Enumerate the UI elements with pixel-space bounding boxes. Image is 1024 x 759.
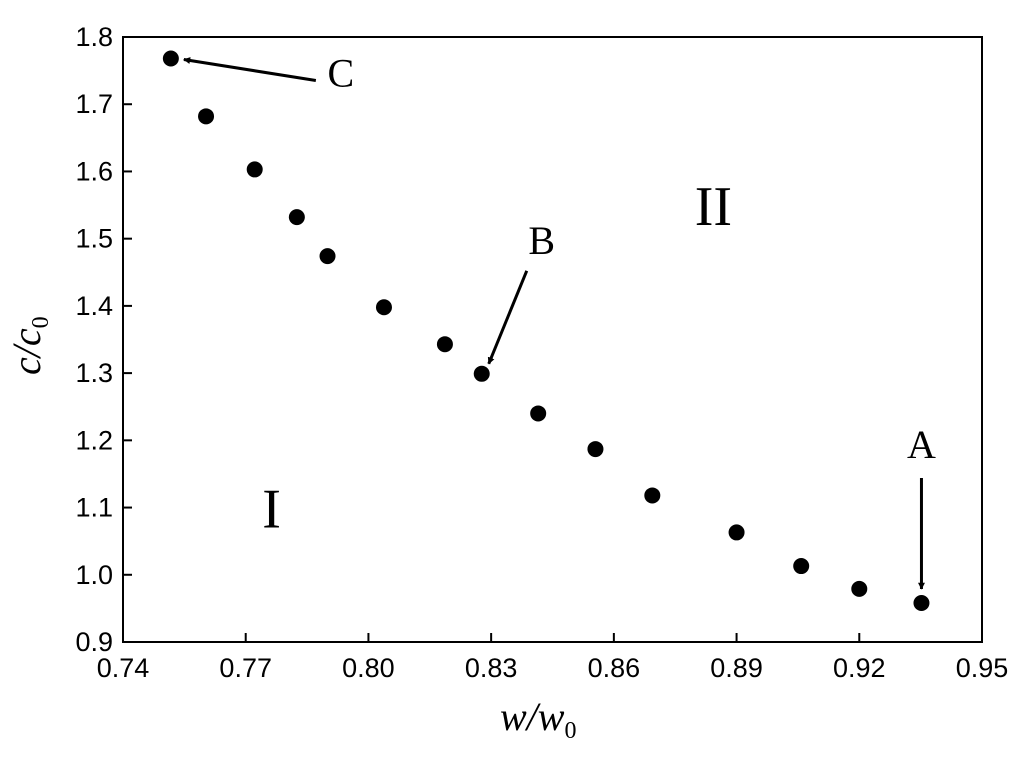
y-tick-label: 1.6	[75, 156, 113, 186]
data-point	[587, 441, 604, 458]
plot-frame	[122, 36, 983, 643]
x-axis: 0.74 0.77 0.80 0.83 0.86 0.89 0.92 0.95	[97, 633, 1009, 683]
annotation-label: B	[528, 218, 555, 263]
y-tick-label: 1.0	[75, 560, 113, 590]
y-axis-title: c/c0	[4, 316, 54, 375]
x-tick-label: 0.74	[97, 653, 150, 683]
data-point	[198, 108, 215, 125]
data-point	[288, 209, 305, 226]
data-point	[375, 299, 392, 316]
y-tick-label: 1.2	[75, 425, 113, 455]
data-point	[246, 161, 263, 178]
x-tick-label: 0.92	[833, 653, 886, 683]
annotation-arrow	[487, 270, 529, 365]
region-label: I	[262, 479, 281, 541]
x-tick-label: 0.80	[342, 653, 395, 683]
data-point	[793, 558, 810, 575]
region-label: II	[695, 176, 732, 238]
data-point	[473, 365, 490, 382]
y-tick-label: 1.5	[75, 224, 113, 254]
data-point	[530, 405, 547, 422]
y-tick-label: 1.1	[75, 493, 113, 523]
y-tick-label: 0.9	[75, 627, 113, 657]
annotations: A B C	[183, 51, 936, 590]
y-tick-label: 1.7	[75, 89, 113, 119]
data-point	[644, 487, 661, 504]
annotation-arrow	[183, 57, 317, 82]
y-tick-label: 1.8	[75, 22, 113, 52]
x-tick-label: 0.89	[710, 653, 763, 683]
x-tick-label: 0.77	[219, 653, 272, 683]
x-tick-label: 0.83	[465, 653, 518, 683]
data-point	[728, 524, 745, 541]
x-tick-label: 0.95	[956, 653, 1009, 683]
region-labels: III	[262, 176, 732, 541]
data-point	[851, 580, 868, 597]
y-tick-label: 1.3	[75, 358, 113, 388]
data-points	[162, 50, 930, 612]
x-axis-title: w/w0	[500, 694, 576, 744]
x-tick-label: 0.86	[588, 653, 641, 683]
data-point	[913, 595, 930, 612]
data-point	[319, 248, 336, 265]
data-point	[162, 50, 179, 67]
annotation-label: A	[907, 422, 936, 467]
data-point	[436, 336, 453, 353]
y-tick-label: 1.4	[75, 291, 113, 321]
y-axis: 0.9 1.0 1.1 1.2 1.3 1.4 1.5 1.6 1.7 1.8	[75, 22, 132, 657]
annotation-label: C	[328, 51, 355, 96]
